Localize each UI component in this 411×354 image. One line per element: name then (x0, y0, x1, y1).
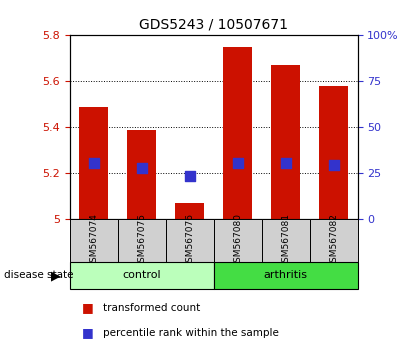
FancyBboxPatch shape (70, 219, 118, 262)
Text: arthritis: arthritis (263, 270, 308, 280)
Bar (319, 86, 348, 219)
Text: GSM567075: GSM567075 (137, 213, 146, 268)
Text: control: control (122, 270, 161, 280)
Point (90, 160, 97, 166)
FancyBboxPatch shape (166, 219, 214, 262)
Text: GSM567080: GSM567080 (233, 213, 242, 268)
Text: GSM567074: GSM567074 (89, 213, 98, 268)
FancyBboxPatch shape (70, 262, 214, 289)
Bar (175, 203, 204, 219)
Point (330, 162, 337, 168)
Point (234, 160, 241, 166)
Text: GSM567081: GSM567081 (281, 213, 290, 268)
Text: ■: ■ (82, 302, 94, 314)
Text: disease state: disease state (4, 270, 74, 280)
Point (187, 173, 193, 178)
FancyBboxPatch shape (262, 219, 309, 262)
Text: GSM567082: GSM567082 (329, 213, 338, 268)
Point (282, 160, 289, 166)
Bar (223, 47, 252, 219)
FancyBboxPatch shape (214, 219, 262, 262)
Text: ■: ■ (82, 326, 94, 339)
FancyBboxPatch shape (214, 262, 358, 289)
Text: GDS5243 / 10507671: GDS5243 / 10507671 (139, 18, 288, 32)
FancyBboxPatch shape (309, 219, 358, 262)
Text: percentile rank within the sample: percentile rank within the sample (103, 328, 279, 338)
Bar (127, 130, 156, 219)
Text: ▶: ▶ (51, 269, 61, 282)
FancyBboxPatch shape (118, 219, 166, 262)
Point (139, 165, 145, 171)
Text: GSM567076: GSM567076 (185, 213, 194, 268)
Bar (79, 107, 108, 219)
Bar (271, 65, 300, 219)
Text: transformed count: transformed count (103, 303, 200, 313)
